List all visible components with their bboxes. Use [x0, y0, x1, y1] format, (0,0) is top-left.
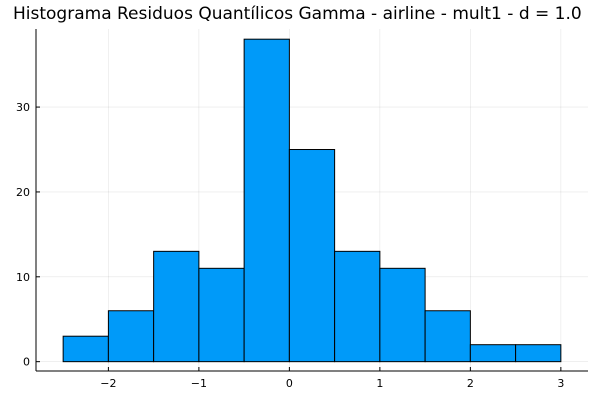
- x-tick-label: 3: [557, 377, 564, 390]
- x-tick-label: 1: [376, 377, 383, 390]
- histogram-bar-3: [198, 267, 245, 363]
- x-tick-label: 0: [286, 377, 293, 390]
- histogram-bar-2: [153, 250, 200, 363]
- histogram-bar-1: [107, 310, 155, 363]
- x-tick-label: −1: [191, 377, 207, 390]
- histogram-bar-5: [288, 149, 336, 363]
- y-tick-label: 0: [23, 356, 30, 369]
- histogram-bar-10: [515, 344, 562, 363]
- x-tick-label: 2: [467, 377, 474, 390]
- histogram-bar-8: [424, 310, 471, 363]
- axes: [35, 29, 588, 372]
- histogram-bar-4: [243, 38, 290, 363]
- chart-title: Histograma Residuos Quantílicos Gamma - …: [13, 4, 582, 24]
- histogram-bar-7: [379, 267, 426, 363]
- histogram-bar-0: [62, 335, 109, 363]
- y-tick-label: 20: [16, 186, 30, 199]
- histogram-bar-9: [469, 344, 517, 363]
- y-tick-label: 30: [16, 101, 30, 114]
- y-tick-label: 10: [16, 271, 30, 284]
- histogram-bars: [62, 38, 562, 363]
- histogram-bar-6: [334, 250, 381, 363]
- x-tick-label: −2: [100, 377, 116, 390]
